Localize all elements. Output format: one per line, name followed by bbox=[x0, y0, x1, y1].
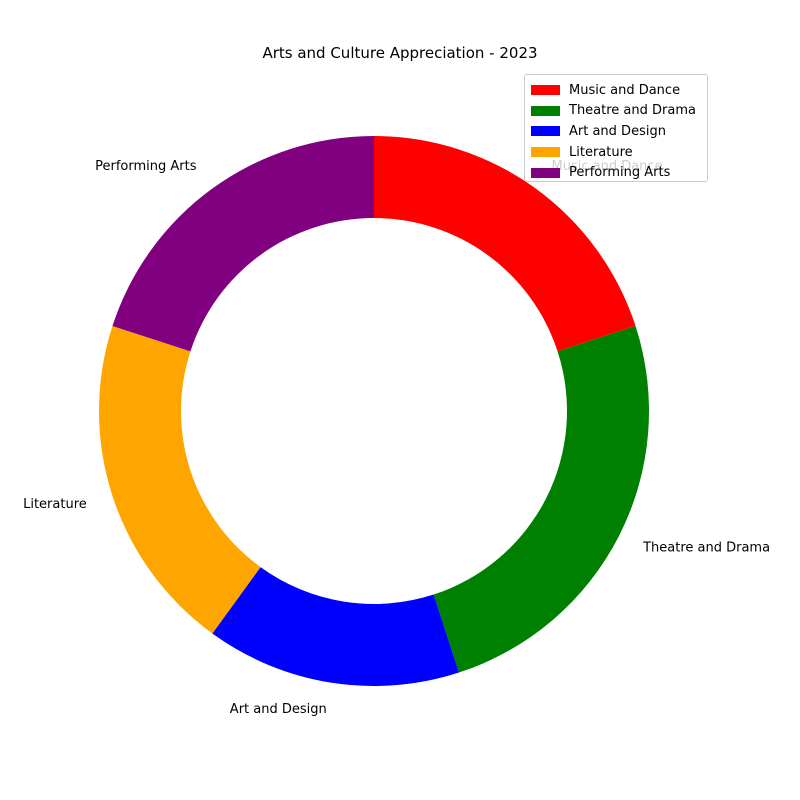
legend-item: Performing Arts bbox=[531, 162, 701, 183]
legend-item: Theatre and Drama bbox=[531, 101, 701, 122]
legend-swatch bbox=[531, 85, 560, 96]
slice-label: Art and Design bbox=[230, 702, 327, 717]
chart-title: Arts and Culture Appreciation - 2023 bbox=[262, 44, 538, 62]
legend-swatch bbox=[531, 147, 560, 158]
legend-swatch bbox=[531, 167, 560, 178]
legend-swatch bbox=[531, 105, 560, 116]
donut-slice bbox=[212, 567, 459, 686]
donut-slice bbox=[99, 326, 261, 634]
slice-label: Theatre and Drama bbox=[642, 541, 770, 556]
donut-slice bbox=[112, 136, 374, 352]
donut-slice bbox=[374, 136, 636, 352]
legend-swatch bbox=[531, 126, 560, 137]
legend-label: Performing Arts bbox=[569, 165, 671, 181]
donut-slice bbox=[433, 326, 649, 673]
legend: Music and Dance Theatre and Drama Art an… bbox=[524, 74, 708, 182]
legend-label: Music and Dance bbox=[569, 82, 681, 98]
legend-label: Literature bbox=[569, 144, 633, 160]
legend-item: Literature bbox=[531, 142, 701, 163]
legend-label: Theatre and Drama bbox=[569, 103, 696, 119]
slice-label: Literature bbox=[23, 497, 87, 512]
slices-group bbox=[99, 136, 649, 686]
legend-item: Music and Dance bbox=[531, 80, 701, 101]
legend-item: Art and Design bbox=[531, 121, 701, 142]
slice-label: Performing Arts bbox=[95, 159, 197, 174]
legend-label: Art and Design bbox=[569, 123, 666, 139]
